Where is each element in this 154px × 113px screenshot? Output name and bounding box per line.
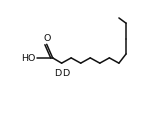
Text: O: O — [43, 34, 50, 43]
Text: D: D — [54, 69, 62, 78]
Text: HO: HO — [22, 54, 36, 63]
Text: D: D — [62, 69, 69, 78]
